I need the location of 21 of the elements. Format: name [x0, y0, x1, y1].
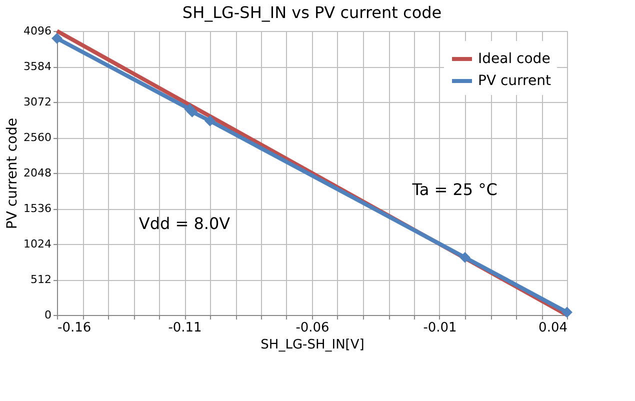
x-tick-label: -0.16 [58, 320, 92, 336]
y-tick-label: 1024 [24, 238, 52, 250]
y-tick-label: 3072 [24, 96, 52, 108]
x-tick-label: -0.06 [296, 320, 330, 336]
x-tick-label: -0.01 [423, 320, 457, 336]
y-tick-label: 4096 [24, 24, 52, 38]
x-axis-title: SH_LG-SH_IN[V] [260, 338, 364, 352]
x-tick-label: -0.11 [168, 320, 202, 336]
annotation: Ta = 25 °C [411, 180, 498, 200]
y-axis-title: PV current code [4, 118, 21, 230]
y-tick-label: 3584 [24, 60, 52, 73]
y-tick-label: 2048 [24, 166, 52, 180]
x-tick-label: 0.04 [538, 320, 568, 336]
y-tick-label: 1536 [24, 202, 52, 215]
legend-label: Ideal code [478, 51, 550, 67]
legend-label: PV current [478, 73, 552, 89]
y-tick-label: 2560 [24, 131, 52, 144]
y-tick-label: 0 [44, 308, 52, 322]
annotation: Vdd = 8.0V [138, 214, 230, 234]
y-tick-label: 512 [30, 273, 52, 286]
chart-title: SH_LG-SH_IN vs PV current code [182, 3, 442, 22]
